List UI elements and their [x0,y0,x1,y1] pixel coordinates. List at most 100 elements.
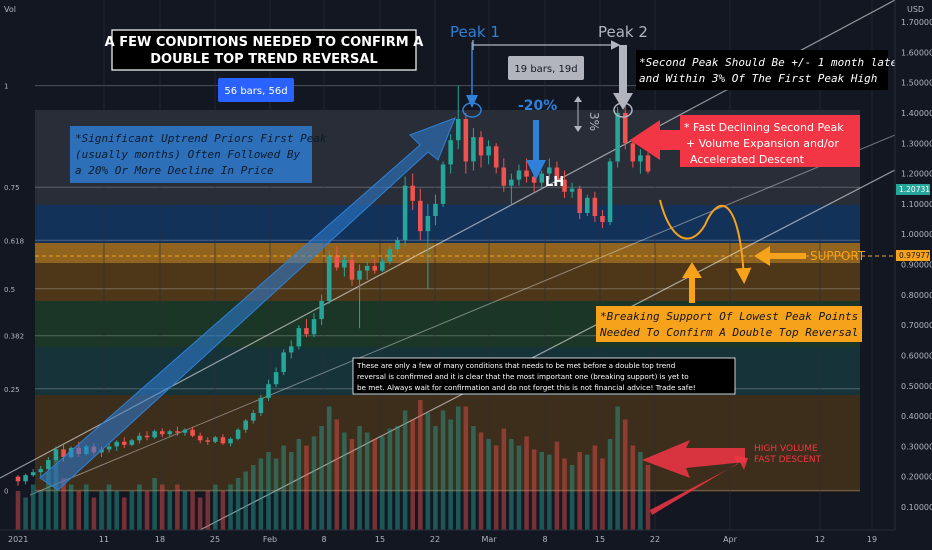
candle-body [304,328,309,335]
candle-body [46,460,51,470]
candle-body [539,173,545,183]
pct-label: 3% [587,112,601,131]
volume-bar [433,426,438,530]
volume-bar [311,436,317,530]
time-axis[interactable] [0,530,932,550]
y-tick-label: 0.40000 [901,412,932,421]
volume-bar [53,458,59,530]
support-arrow [754,246,806,266]
volume-bar [342,432,347,530]
disclaimer-line-1: These are only a few of many conditions … [356,361,675,370]
volume-bar [569,465,575,530]
y-tick-label: 0.60000 [901,351,932,360]
y-tick-label: 0.90000 [901,261,932,270]
volume-bar [296,439,302,530]
candle-body [114,441,119,447]
candle-body [23,475,28,482]
volume-bar [387,428,393,530]
y-tick-label: 1.20000 [901,170,932,179]
uptrend-note-line-3: a 20% Or More Decline In Price [75,164,274,177]
candle-body [516,170,522,180]
lh-label: LH [545,175,564,190]
fib-level-label: 0 [4,487,8,495]
price-axis[interactable] [895,0,932,550]
volume-bar [364,432,370,530]
volume-bar [182,491,188,530]
y-tick-label: 0.50000 [901,382,932,391]
title-line-1: A FEW CONDITIONS NEEDED TO CONFIRM A [105,35,424,50]
pct-bracket [574,96,582,132]
candle-body [175,431,180,433]
x-tick-label: 25 [210,535,220,544]
volume-bar [197,497,203,530]
x-tick-label: 15 [595,535,605,544]
support-label: SUPPORT [810,249,866,263]
projected-path [659,199,752,284]
candle-body [448,140,453,165]
volume-bar [281,445,286,530]
volume-bar [129,491,135,530]
volume-bar [577,452,582,530]
fib-level-label: 1 [4,83,8,91]
volume-bar [137,484,142,530]
candle-body [182,429,188,433]
fib-level-label: 0.75 [4,184,20,192]
x-tick-label: Feb [263,535,277,544]
candle-body [592,197,598,216]
candle-body [410,185,415,201]
x-axis-ticks: 2021 11 18 25 Feb 8 15 22 Mar 8 15 22 Apr 12 19 [8,535,877,544]
volume-bar [258,458,264,530]
uptrend-arrow [39,117,456,491]
candle-body [334,255,340,268]
decline-arrow [526,120,546,180]
fib-zone-05 [35,263,860,301]
volume-bar [15,491,21,530]
volume-bar [61,478,66,530]
candle-body [288,346,294,353]
price-tag-last [896,184,930,195]
volume-bar [630,445,636,530]
volume-bar [114,491,119,530]
candle-body [213,437,218,442]
breaking-arrow [682,262,702,303]
candle-body [296,328,302,347]
candle-body [395,240,400,250]
fib-level-label: 0.382 [4,333,24,341]
volume-bar [531,449,537,530]
uptrend-note-line-2: (usually months) Often Followed By [75,148,301,161]
volume-bar [319,426,324,530]
uptrend-note-line-1: *Significant Uptrend Priors First Peak [75,132,327,145]
volume-bar [607,439,613,530]
candle-body [471,137,476,162]
disclaimer-box [352,357,736,395]
candle-body [425,216,431,232]
x-tick-label: 22 [430,535,440,544]
candle-body [258,397,264,414]
volume-bar [175,484,180,530]
candle-body [501,167,507,186]
y-tick-label: 0.30000 [901,442,932,451]
volume-bar [547,454,552,530]
volume-bar [251,465,256,530]
breaking-note-line-2: Needed To Confirm A Double Top Reversal [599,326,858,339]
volume-bar [357,426,362,530]
volume-bar [486,439,491,530]
x-tick-label: 8 [542,535,547,544]
support-trendline [199,169,896,531]
second-peak-note-line-1: *Second Peak Should Be +/- 1 month later [639,56,904,69]
vol-label: Vol [4,5,16,14]
candle-body [622,112,628,144]
candle-body [319,300,324,320]
volume-bar [228,484,233,530]
volume-bar [418,400,423,530]
x-tick-label: 19 [867,535,877,544]
declining-arrow [630,120,680,160]
candle-body [638,155,643,162]
candle-body [159,431,165,435]
candles [15,85,651,486]
currency-label: USD [907,5,924,14]
volume-bar [235,478,241,530]
volume-bar [84,484,89,530]
volume-bars [15,400,651,530]
